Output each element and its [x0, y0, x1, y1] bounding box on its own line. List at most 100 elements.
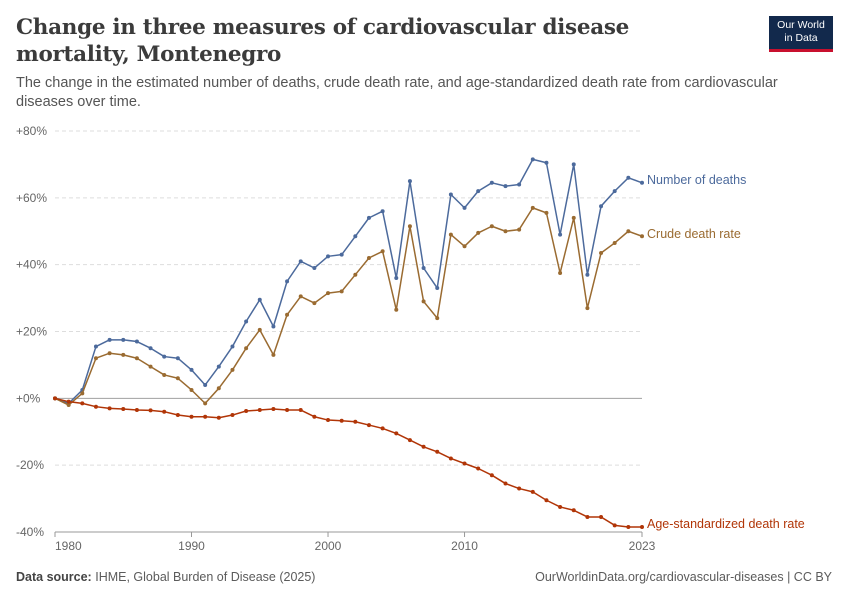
data-point — [407, 179, 412, 184]
data-point — [93, 344, 98, 349]
data-point — [558, 271, 563, 276]
series-line — [54, 158, 643, 405]
chart-title: Change in three measures of cardiovascul… — [16, 15, 630, 67]
data-point — [503, 184, 508, 189]
data-point — [93, 356, 98, 361]
data-point — [107, 351, 112, 356]
data-point — [107, 337, 112, 342]
data-point — [517, 486, 522, 491]
data-point — [517, 182, 522, 187]
data-point — [121, 352, 126, 357]
data-point — [380, 426, 385, 431]
data-point — [366, 255, 371, 260]
data-point — [421, 299, 426, 304]
data-point — [162, 372, 167, 377]
data-point — [285, 408, 290, 413]
data-point — [230, 344, 235, 349]
data-point — [134, 408, 139, 413]
data-point — [462, 244, 467, 249]
data-point — [544, 498, 549, 503]
data-point — [162, 409, 167, 414]
y-tick-label: +40% — [16, 258, 47, 272]
owid-logo[interactable]: Our World in Data — [769, 16, 833, 52]
data-point — [189, 414, 194, 419]
data-point — [271, 407, 276, 412]
data-point — [175, 413, 180, 418]
data-point — [612, 523, 617, 528]
data-point — [244, 409, 249, 414]
data-point — [448, 192, 453, 197]
data-point — [640, 180, 644, 185]
data-point — [476, 189, 481, 194]
data-point — [339, 252, 344, 257]
data-point — [585, 514, 590, 519]
y-tick-label: +80% — [16, 124, 47, 138]
data-point — [626, 175, 631, 180]
data-point — [626, 229, 631, 234]
source-url[interactable]: OurWorldinData.org/cardiovascular-diseas… — [535, 570, 832, 584]
series-line — [54, 207, 643, 406]
y-tick-label: -40% — [16, 525, 44, 539]
data-point — [203, 401, 208, 406]
data-point — [148, 408, 153, 413]
data-point — [380, 249, 385, 254]
data-point — [517, 227, 522, 232]
data-point — [394, 276, 399, 281]
data-point — [271, 352, 276, 357]
data-point — [612, 240, 617, 245]
data-point — [640, 234, 644, 239]
data-point — [585, 272, 590, 277]
data-point — [503, 229, 508, 234]
data-point — [339, 289, 344, 294]
data-point — [216, 364, 221, 369]
source-note: Data source: IHME, Global Burden of Dise… — [16, 570, 315, 584]
data-point — [544, 160, 549, 165]
data-point — [203, 414, 208, 419]
data-point — [407, 438, 412, 443]
data-point — [571, 215, 576, 220]
data-point — [312, 414, 317, 419]
series-line — [54, 397, 642, 528]
data-point — [421, 444, 426, 449]
data-point — [489, 224, 494, 229]
data-point — [244, 346, 249, 351]
data-point — [271, 324, 276, 329]
x-tick-label: 2000 — [315, 539, 342, 553]
series-label: Number of deaths — [647, 173, 746, 187]
data-point — [298, 408, 303, 413]
logo-line-2: in Data — [784, 32, 818, 44]
data-point — [326, 291, 331, 296]
data-point — [285, 279, 290, 284]
data-point — [599, 514, 604, 519]
data-point — [462, 461, 467, 466]
data-point — [462, 205, 467, 210]
data-point — [134, 356, 139, 361]
data-point — [571, 508, 576, 513]
data-point — [66, 403, 71, 408]
data-point — [80, 391, 85, 396]
data-point — [476, 466, 481, 471]
data-point — [599, 204, 604, 209]
data-point — [285, 312, 290, 317]
data-point — [203, 382, 208, 387]
data-point — [558, 232, 563, 237]
data-point — [148, 364, 153, 369]
y-tick-label: -20% — [16, 458, 44, 472]
y-tick-label: +20% — [16, 325, 47, 339]
data-point — [257, 408, 262, 413]
x-tick-label: 2010 — [451, 539, 478, 553]
chart-subtitle: The change in the estimated number of de… — [16, 75, 778, 110]
data-point — [298, 259, 303, 264]
x-tick-label: 1980 — [55, 539, 82, 553]
data-point — [189, 367, 194, 372]
data-point — [394, 431, 399, 436]
data-point — [612, 189, 617, 194]
data-point — [435, 449, 440, 454]
data-point — [530, 205, 535, 210]
series-label: Age-standardized death rate — [647, 517, 805, 531]
data-point — [134, 339, 139, 344]
data-point — [298, 294, 303, 299]
data-point — [216, 415, 221, 420]
data-point — [353, 234, 358, 239]
data-point — [339, 418, 344, 423]
